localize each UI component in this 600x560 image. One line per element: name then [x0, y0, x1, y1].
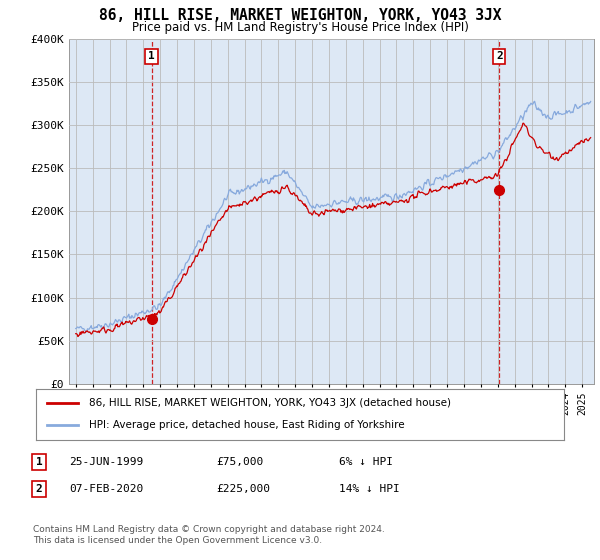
Text: 86, HILL RISE, MARKET WEIGHTON, YORK, YO43 3JX: 86, HILL RISE, MARKET WEIGHTON, YORK, YO…	[99, 8, 501, 24]
Text: 1: 1	[35, 457, 43, 467]
Text: £75,000: £75,000	[216, 457, 263, 467]
Text: HPI: Average price, detached house, East Riding of Yorkshire: HPI: Average price, detached house, East…	[89, 421, 404, 431]
Text: 1: 1	[148, 52, 155, 62]
Text: 14% ↓ HPI: 14% ↓ HPI	[339, 484, 400, 494]
Text: Price paid vs. HM Land Registry's House Price Index (HPI): Price paid vs. HM Land Registry's House …	[131, 21, 469, 34]
Text: 2: 2	[35, 484, 43, 494]
Text: £225,000: £225,000	[216, 484, 270, 494]
Text: 07-FEB-2020: 07-FEB-2020	[69, 484, 143, 494]
Text: Contains HM Land Registry data © Crown copyright and database right 2024.
This d: Contains HM Land Registry data © Crown c…	[33, 525, 385, 545]
Text: 25-JUN-1999: 25-JUN-1999	[69, 457, 143, 467]
Text: 86, HILL RISE, MARKET WEIGHTON, YORK, YO43 3JX (detached house): 86, HILL RISE, MARKET WEIGHTON, YORK, YO…	[89, 398, 451, 408]
Text: 2: 2	[496, 52, 503, 62]
Text: 6% ↓ HPI: 6% ↓ HPI	[339, 457, 393, 467]
